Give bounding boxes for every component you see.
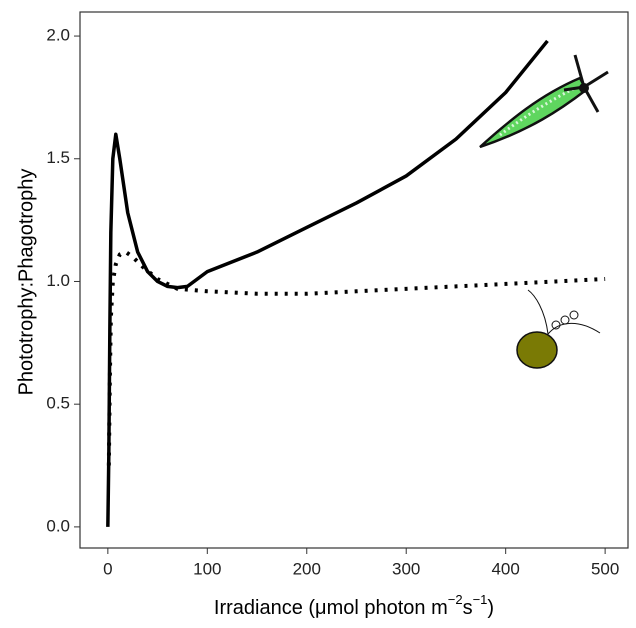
y-tick-label: 1.5 [46,148,70,167]
euglena-illustration [479,54,609,149]
superscript: −2 [448,592,463,607]
label-part: Irradiance (μmol photon m [214,597,448,619]
x-axis-title: Irradiance (μmol photon m−2s−1) [214,592,494,619]
x-tick-label: 300 [392,559,420,578]
superscript: −1 [473,592,488,607]
y-tick-label: 0.0 [46,516,70,535]
plot-frame [79,11,629,549]
x-tick-label: 200 [293,559,321,578]
x-tick-label: 100 [193,559,221,578]
y-axis-title: Phototrophy:Phagotrophy [15,169,37,396]
x-tick-label: 400 [491,559,519,578]
y-tick-label: 0.5 [46,394,70,413]
x-tick-label: 0 [103,559,112,578]
x-tick-label: 500 [591,559,619,578]
data-line [106,250,606,466]
y-tick-label: 2.0 [46,26,70,45]
label-part: ) [487,597,494,619]
data-line [106,39,549,527]
chrysophyte-illustration [516,289,601,369]
label-part: s [463,597,473,619]
y-tick-label: 1.0 [46,271,70,290]
